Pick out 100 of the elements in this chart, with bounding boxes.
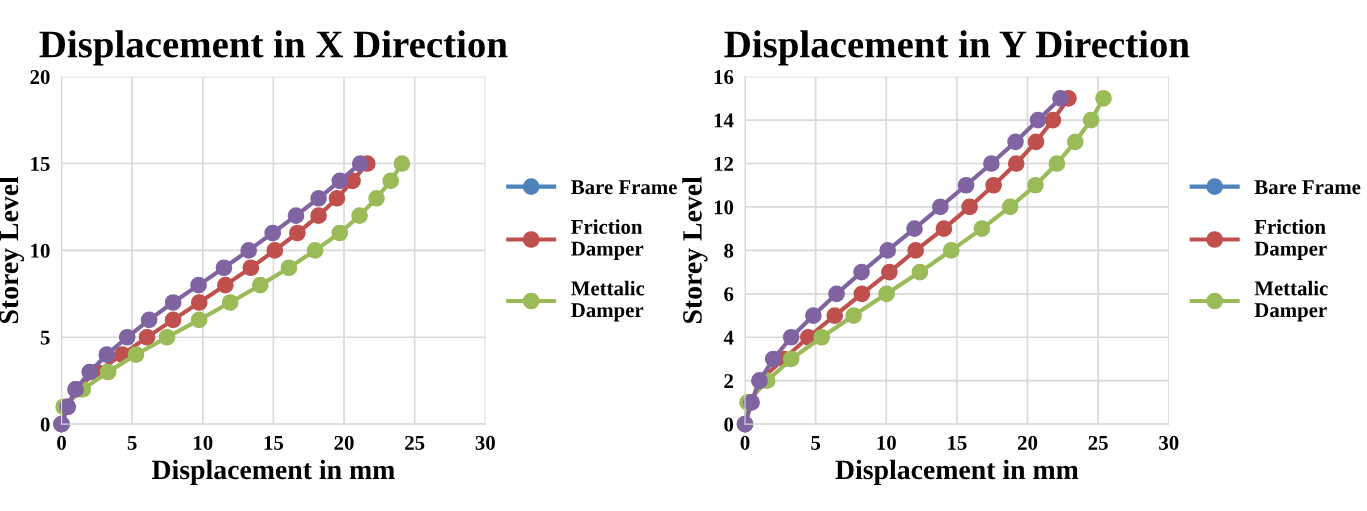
x-tick-label: 15: [948, 435, 967, 450]
x-tick-label: 10: [877, 435, 896, 450]
point: [826, 307, 844, 324]
point: [932, 198, 949, 216]
point: [853, 263, 870, 281]
x-tick-label: 15: [264, 435, 284, 450]
point: [328, 189, 346, 207]
point: [164, 294, 182, 311]
point: [1027, 133, 1045, 151]
point: [215, 259, 233, 277]
y-tick-label: 10: [714, 200, 734, 215]
point: [782, 350, 800, 368]
y-tick-label: 0: [40, 417, 50, 432]
point: [138, 328, 156, 346]
legend-label: Friction Damper: [1254, 219, 1327, 260]
point: [1044, 111, 1062, 129]
x-axis-title: Displacement in mm: [151, 459, 395, 485]
point: [190, 311, 208, 329]
point: [164, 311, 182, 329]
point: [158, 328, 176, 346]
point: [1001, 198, 1019, 216]
point: [310, 189, 327, 207]
point: [190, 294, 208, 311]
point: [289, 224, 306, 242]
x-tick-label: 30: [1159, 435, 1179, 450]
x-tick-label: 0: [740, 435, 750, 450]
y-tick-label: 20: [30, 70, 50, 85]
point: [127, 346, 145, 363]
x-tick-label: 20: [1017, 435, 1038, 450]
point: [907, 242, 924, 259]
point: [310, 207, 327, 224]
legend-label: Friction Damper: [571, 219, 644, 260]
point: [957, 176, 975, 194]
x-tick-label: 0: [57, 435, 66, 450]
point: [331, 172, 349, 190]
point: [1029, 111, 1047, 129]
point: [879, 242, 897, 259]
x-tick-label: 25: [405, 435, 425, 450]
point: [240, 242, 258, 259]
point: [935, 220, 953, 238]
point: [264, 224, 282, 242]
point: [242, 259, 260, 277]
point: [942, 242, 960, 259]
point: [845, 307, 862, 324]
point: [911, 263, 929, 281]
point: [351, 207, 368, 224]
point: [251, 276, 269, 294]
y-tick-label: 12: [714, 156, 734, 171]
legend-label: Mettalic Damper: [1254, 280, 1328, 322]
point: [881, 263, 898, 281]
point: [221, 294, 239, 311]
y-tick-label: 5: [40, 330, 50, 345]
x-tick-label: 20: [334, 435, 354, 450]
point: [985, 176, 1002, 194]
point: [1027, 176, 1044, 194]
point: [331, 224, 349, 242]
point: [99, 363, 117, 381]
point: [805, 307, 822, 324]
point: [764, 350, 782, 368]
point: [190, 276, 207, 294]
point: [1048, 155, 1066, 172]
y-tick-label: 2: [724, 374, 734, 388]
x-tick-label: 5: [127, 436, 137, 450]
chart-title: Displacement in X Direction: [39, 30, 508, 66]
y-tick-label: 14: [714, 113, 734, 128]
y-tick-label: 10: [31, 243, 50, 258]
y-tick-label: 8: [724, 243, 734, 258]
point: [382, 172, 399, 190]
point: [266, 242, 284, 259]
point: [961, 198, 978, 216]
y-tick-label: 15: [31, 156, 50, 171]
point: [813, 328, 831, 346]
x-tick-label: 25: [1088, 435, 1108, 450]
point: [1095, 90, 1112, 107]
chart-title: Displacement in Y Direction: [724, 30, 1190, 66]
y-tick-label: 16: [714, 70, 734, 85]
y-axis-title: Storey Level: [682, 176, 708, 324]
point: [853, 285, 871, 303]
point: [118, 328, 136, 346]
point: [351, 155, 369, 172]
point: [906, 220, 923, 238]
y-tick-label: 0: [724, 417, 734, 432]
point: [98, 346, 116, 363]
x-tick-label: 5: [811, 436, 821, 450]
legend-label: Mettalic Damper: [571, 280, 645, 322]
legend-label: Bare Frame: [571, 180, 677, 195]
point: [983, 155, 1000, 172]
point: [280, 259, 298, 277]
point: [81, 363, 99, 381]
x-tick-label: 30: [475, 435, 495, 450]
point: [393, 155, 411, 172]
point: [973, 220, 991, 238]
point: [306, 242, 324, 259]
legend-label: Bare Frame: [1254, 180, 1361, 195]
point: [828, 285, 845, 303]
point: [1082, 111, 1100, 129]
point: [287, 207, 305, 224]
point: [782, 328, 800, 346]
y-tick-label: 6: [724, 287, 734, 302]
point: [878, 285, 895, 303]
